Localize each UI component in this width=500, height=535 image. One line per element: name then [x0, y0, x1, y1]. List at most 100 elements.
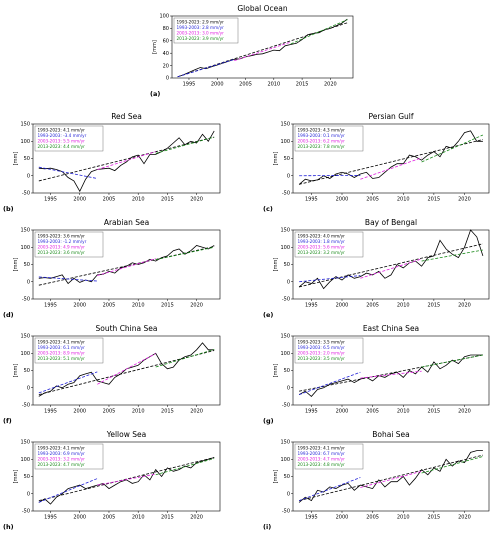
x-tick-label: 2005 [103, 197, 116, 203]
y-tick-label: -50 [22, 403, 30, 409]
x-tick-label: 2020 [190, 409, 203, 415]
y-tick-label: -50 [22, 509, 30, 515]
legend-entry: 2013-2023: 3.2 mm/yr [298, 250, 346, 255]
y-tick-label: 100 [280, 245, 290, 251]
legend-box [34, 337, 104, 364]
legend-entry: 2003-2013: 6.2 mm/yr [298, 139, 346, 144]
y-tick-label: 50 [284, 474, 290, 480]
x-tick-label: 2015 [428, 515, 441, 521]
y-tick-label: 150 [20, 122, 30, 128]
panel-c: Persian Gulf -50 0 50 100 150 1995 2000 2005 2010… [263, 112, 490, 213]
trend-line-4 [155, 349, 215, 368]
trend-line-3 [97, 151, 156, 170]
x-tick-label: 2005 [366, 303, 379, 309]
y-axis-label: [mm] [273, 152, 279, 166]
legend-entry: 2003-2013: 5.6 mm/yr [298, 245, 346, 250]
y-tick-label: 0 [27, 279, 30, 285]
trend-line-1 [38, 136, 215, 182]
y-tick-label: 60 [163, 39, 169, 45]
y-tick-label: 150 [280, 228, 290, 234]
x-tick-label: 2005 [366, 515, 379, 521]
trend-line-3 [97, 473, 156, 486]
x-tick-label: 1995 [44, 303, 57, 309]
x-tick-label: 2005 [103, 303, 116, 309]
x-tick-label: 2020 [324, 82, 337, 88]
x-tick-label: 2010 [267, 82, 280, 88]
trend-line-1 [299, 139, 483, 185]
x-tick-label: 1995 [305, 515, 318, 521]
legend-box [34, 443, 104, 470]
x-tick-label: 2000 [211, 82, 224, 88]
trend-line-4 [155, 246, 215, 261]
legend-entry: 2013-2023: 7.8 mm/yr [298, 144, 346, 149]
trend-line-2 [298, 477, 361, 502]
legend-entry: 2013-2023: 4.4 mm/yr [38, 144, 86, 149]
y-tick-label: 40 [163, 51, 169, 57]
panel-label: (i) [263, 523, 271, 531]
trend-line-4 [155, 458, 215, 476]
legend-box [294, 231, 364, 258]
series-line [177, 18, 348, 78]
panel-title: Yellow Sea [106, 430, 146, 439]
trend-line-3 [360, 258, 422, 279]
trend-line-2 [38, 276, 98, 282]
x-tick-label: 2015 [161, 303, 174, 309]
trend-line-1 [38, 350, 215, 396]
x-tick-label: 2005 [366, 409, 379, 415]
legend-entry: 1993-2003: 6.7 mm/yr [298, 451, 346, 456]
panel-i: Bohai Sea -50 0 50 100 150 1995 2000 2005 2010 201… [263, 430, 490, 531]
trend-line-2 [298, 371, 361, 396]
x-tick-label: 2010 [132, 515, 145, 521]
legend-box [173, 17, 239, 44]
legend-entry: 1993-2023: 4.0 mm/yr [298, 234, 346, 239]
x-tick-label: 2015 [161, 409, 174, 415]
series-line [298, 450, 483, 503]
y-tick-label: 0 [287, 385, 290, 391]
y-tick-label: 100 [280, 457, 290, 463]
panel-label: (c) [263, 205, 273, 213]
series-line [38, 130, 215, 193]
trend-line-2 [38, 478, 98, 503]
y-tick-label: 100 [20, 351, 30, 357]
x-tick-label: 2020 [190, 197, 203, 203]
panel-title: Persian Gulf [369, 112, 414, 121]
legend-entry: 1993-2003: 2.8 mm/yr [177, 25, 225, 30]
y-tick-label: 50 [284, 262, 290, 268]
x-tick-label: 2000 [73, 515, 86, 521]
y-tick-label: 150 [280, 440, 290, 446]
trend-line-1 [299, 454, 483, 502]
trend-line-1 [299, 243, 483, 288]
panel-e: Bay of Bengal -50 0 50 100 150 1995 2000 2005 201… [263, 218, 490, 319]
x-tick-label: 2005 [103, 409, 116, 415]
legend-entry: 1993-2023: 4.1 mm/yr [38, 340, 86, 345]
panel-label: (b) [3, 205, 14, 213]
legend-entry: 2003-2013: 4.7 mm/yr [298, 457, 346, 462]
y-tick-label: 150 [280, 334, 290, 340]
x-tick-label: 1995 [183, 82, 196, 88]
x-tick-label: 2020 [458, 197, 471, 203]
x-tick-label: 1995 [305, 197, 318, 203]
x-tick-label: 2000 [73, 303, 86, 309]
legend-entry: 2013-2023: 4.7 mm/yr [38, 462, 86, 467]
y-tick-label: -50 [22, 297, 30, 303]
legend-box [34, 231, 104, 258]
panel-title: Red Sea [111, 112, 142, 121]
y-tick-label: 100 [20, 457, 30, 463]
x-tick-label: 2005 [103, 515, 116, 521]
legend-entry: 2003-2013: 4.9 mm/yr [38, 245, 86, 250]
legend-entry: 1993-2003: -1.2 mm/yr [38, 239, 87, 244]
legend-box [294, 125, 364, 152]
trend-line-3 [360, 470, 422, 488]
y-tick-label: 0 [27, 385, 30, 391]
y-axis-label: [mm] [13, 364, 19, 378]
panel-g: East China Sea -50 0 50 100 150 1995 2000 2005 20… [263, 324, 490, 425]
x-tick-label: 1995 [305, 409, 318, 415]
y-tick-label: 0 [287, 491, 290, 497]
x-tick-label: 2020 [458, 515, 471, 521]
y-tick-label: 100 [280, 139, 290, 145]
x-tick-label: 2015 [428, 303, 441, 309]
x-tick-label: 2015 [161, 197, 174, 203]
panel-label: (e) [263, 311, 273, 319]
x-tick-label: 2020 [190, 303, 203, 309]
